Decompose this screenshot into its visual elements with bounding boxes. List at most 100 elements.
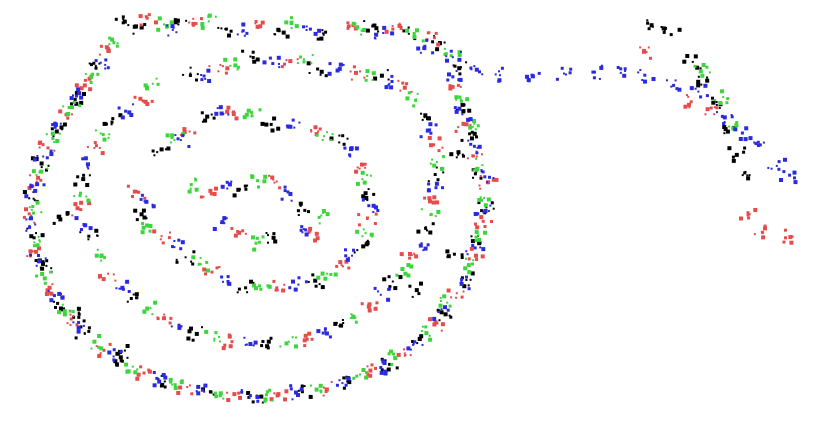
scatter-point-s2-p10-j1: [474, 239, 478, 243]
scatter-point-s2-p16-j3: [319, 389, 323, 393]
scatter-point-s3-p64-j2: [600, 64, 603, 67]
scatter-point-s0-p44-j5: [187, 329, 192, 334]
scatter-point-s3-p30-j4: [206, 68, 211, 73]
scatter-point-s1-p17-j2: [284, 389, 289, 394]
scatter-point-s0-p69-j5: [647, 27, 651, 31]
scatter-point-s0-p11-j2: [460, 138, 464, 142]
scatter-point-s0-p61-j2: [267, 234, 269, 237]
scatter-point-s0-p53: [363, 191, 368, 196]
scatter-point-s3-p36-j5: [418, 243, 423, 248]
scatter-point-s1-p51: [340, 264, 343, 267]
scatter-point-s1-p51-j2: [338, 260, 343, 265]
scatter-point-s0-p57: [184, 256, 187, 259]
scatter-point-s2-p43-j5: [87, 198, 89, 201]
scatter-point-s3-p51-j1: [293, 287, 298, 292]
scatter-point-s0-p30-j1: [47, 164, 50, 167]
scatter-point-s0-p51-j1: [270, 128, 275, 133]
scatter-point-s1-p19-j4: [176, 391, 181, 395]
scatter-point-s2-p52-j3: [266, 284, 270, 288]
scatter-point-s0-p4-j1: [276, 27, 281, 32]
scatter-point-s0-p39-j2: [442, 171, 445, 174]
scatter-point-s2-p60-j1: [714, 99, 717, 102]
scatter-point-s3-p59-j5: [449, 49, 453, 53]
scatter-point-s3-p45-j1: [174, 134, 177, 136]
scatter-point-s2-p0-j3: [165, 25, 169, 29]
scatter-point-s3-p12-j4: [440, 308, 443, 311]
scatter-point-s0-p21-j1: [261, 401, 264, 404]
scatter-point-s0-p3: [224, 27, 228, 31]
scatter-point-s0-p75-j2: [731, 158, 736, 163]
scatter-point-s3-p68-j4: [703, 83, 708, 88]
scatter-point-s0-p30-j3: [40, 166, 43, 169]
scatter-point-s3-p46-j1: [216, 107, 219, 110]
scatter-point-s3-p45: [179, 139, 182, 142]
scatter-point-s2-p13: [424, 331, 429, 336]
scatter-point-s2-p25-j3: [35, 200, 40, 205]
scatter-point-s2-p55: [189, 183, 193, 187]
scatter-point-s1-p22-j3: [75, 323, 79, 327]
scatter-point-s1-p55-j1: [143, 196, 147, 200]
scatter-point-s0-p65-j4: [125, 344, 130, 348]
scatter-point-s3-p26-j4: [49, 152, 54, 156]
scatter-point-s1-p30-j1: [106, 48, 111, 53]
scatter-point-s2-p7-j4: [473, 122, 476, 125]
scatter-point-s2-p59-j3: [700, 73, 705, 78]
scatter-point-s0-p46-j4: [96, 234, 99, 237]
scatter-point-s0-p7: [407, 32, 410, 35]
scatter-point-s1-p59-j4: [237, 230, 242, 235]
scatter-point-s1-p14-j1: [396, 352, 401, 357]
scatter-point-s0-p76-j5: [741, 174, 744, 177]
scatter-point-s2-p18-j5: [214, 395, 218, 399]
scatter-point-s0-p16-j1: [436, 308, 440, 312]
scatter-point-s3-p69-j5: [730, 114, 733, 116]
scatter-point-s3-p61-j2: [498, 70, 500, 73]
scatter-point-s3-p52-j3: [227, 281, 232, 286]
scatter-point-s3-p55-j5: [227, 182, 232, 187]
scatter-point-s1-p10: [481, 219, 485, 223]
scatter-point-s0-p22-j4: [209, 390, 213, 394]
scatter-point-s3-p8-j4: [488, 175, 491, 179]
scatter-point-s0-p33: [94, 66, 98, 70]
scatter-point-s3-p67-j3: [670, 85, 673, 88]
scatter-point-s1-p18-j3: [226, 398, 231, 402]
scatter-point-s1-p47-j1: [225, 109, 230, 114]
scatter-point-s1-p30-j4: [104, 45, 109, 50]
scatter-point-s1-p31-j3: [221, 65, 224, 68]
scatter-point-s0-p21-j5: [251, 400, 255, 404]
scatter-point-s3-p44-j3: [117, 106, 121, 110]
scatter-point-s3-p40-j4: [170, 325, 173, 328]
scatter-point-s2-p8-j3: [472, 169, 475, 172]
scatter-point-s1-p52-j2: [283, 283, 286, 286]
scatter-point-s3-p47-j3: [285, 124, 288, 127]
scatter-point-s1-p23-j2: [51, 283, 54, 286]
scatter-point-s3-p50-j3: [347, 256, 350, 259]
scatter-point-s0-p71-j2: [695, 65, 700, 70]
scatter-point-s3-p71-j3: [753, 141, 756, 144]
scatter-point-s3-p62-j1: [537, 71, 541, 75]
scatter-point-s3-p35-j2: [427, 182, 431, 186]
scatter-point-s1-p10-j1: [490, 220, 493, 223]
scatter-point-s1-p49-j5: [360, 162, 364, 167]
scatter-point-s1-p44-j3: [93, 141, 97, 145]
scatter-point-s3-p63-j4: [565, 73, 567, 76]
scatter-point-s0-p72-j5: [706, 76, 709, 79]
scatter-point-s0-p74-j5: [723, 132, 726, 135]
scatter-point-s3-p55-j4: [226, 187, 229, 190]
scatter-point-s1-p5: [432, 36, 436, 40]
scatter-point-s0-p76-j3: [746, 176, 751, 181]
scatter-point-s1-p37-j4: [414, 254, 419, 259]
scatter-point-s1-p25-j5: [33, 221, 36, 224]
scatter-point-s3-p66-j1: [641, 79, 644, 81]
scatter-point-s2-p2-j1: [290, 16, 293, 20]
scatter-point-s1-p52-j1: [272, 279, 276, 283]
scatter-point-s0-p0-j5: [122, 18, 125, 21]
scatter-point-s1-p57-j4: [272, 178, 275, 181]
scatter-point-s3-p44: [124, 109, 128, 113]
scatter-point-s0-p31-j2: [50, 127, 54, 131]
scatter-point-s0-p35-j2: [251, 50, 255, 54]
scatter-point-s1-p2-j4: [257, 26, 259, 29]
scatter-point-s1-p28-j1: [58, 109, 63, 114]
scatter-point-s2-p46: [173, 139, 176, 142]
scatter-point-s2-p19-j5: [169, 380, 173, 384]
scatter-point-s2-p19-j1: [179, 380, 184, 385]
